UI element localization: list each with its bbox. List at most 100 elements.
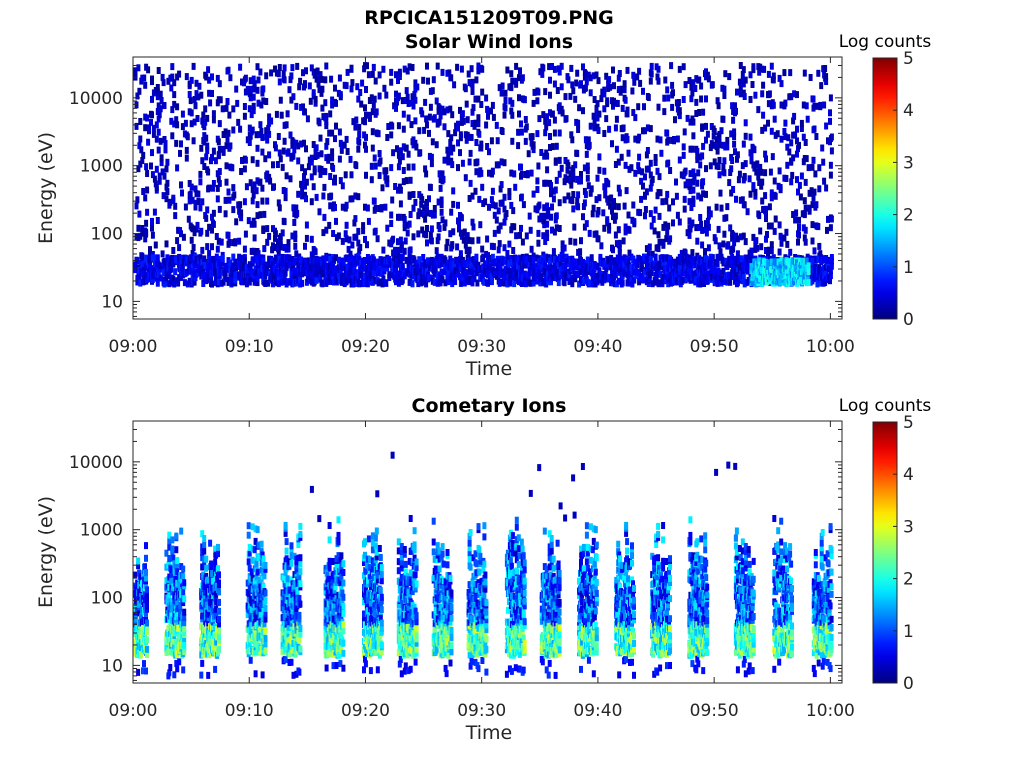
heatmap-cell bbox=[150, 224, 154, 232]
heatmap-cell bbox=[695, 179, 700, 187]
heatmap-cell bbox=[650, 175, 655, 183]
heatmap-cell bbox=[637, 278, 642, 286]
heatmap-cell bbox=[162, 136, 167, 143]
heatmap-cell bbox=[453, 129, 458, 137]
heatmap-cell bbox=[261, 85, 266, 93]
heatmap-cell bbox=[200, 157, 205, 165]
heatmap-cell bbox=[476, 114, 481, 122]
heatmap-cell bbox=[138, 118, 143, 125]
heatmap-cell bbox=[410, 64, 415, 71]
heatmap-cell bbox=[454, 256, 459, 264]
heatmap-cell bbox=[502, 218, 507, 226]
heatmap-cell bbox=[566, 192, 571, 200]
heatmap-cell bbox=[226, 129, 231, 137]
heatmap-cell bbox=[157, 172, 162, 180]
heatmap-cell bbox=[694, 98, 699, 106]
heatmap-cell bbox=[715, 97, 720, 105]
heatmap-cell bbox=[571, 205, 576, 213]
heatmap-cell bbox=[591, 204, 596, 212]
heatmap-cell bbox=[682, 195, 687, 203]
heatmap-cell bbox=[136, 562, 141, 570]
heatmap-cell bbox=[344, 82, 349, 90]
heatmap-cell bbox=[169, 566, 174, 574]
heatmap-cell bbox=[357, 123, 362, 131]
heatmap-cell bbox=[550, 63, 554, 70]
heatmap-cell bbox=[179, 230, 183, 238]
heatmap-cell bbox=[581, 107, 585, 115]
heatmap-cell bbox=[722, 92, 727, 99]
heatmap-cell bbox=[539, 149, 544, 156]
heatmap-cell bbox=[590, 210, 595, 218]
heatmap-cell bbox=[315, 257, 320, 264]
heatmap-cell bbox=[804, 155, 809, 163]
heatmap-cell bbox=[816, 223, 821, 231]
heatmap-cell bbox=[141, 151, 146, 159]
heatmap-cell bbox=[145, 186, 150, 194]
heatmap-cell bbox=[471, 223, 476, 231]
heatmap-cell bbox=[756, 106, 761, 114]
heatmap-cell bbox=[148, 256, 152, 264]
heatmap-cell bbox=[464, 270, 469, 278]
heatmap-cell bbox=[490, 101, 495, 109]
heatmap-cell bbox=[760, 126, 765, 134]
heatmap-cell bbox=[732, 128, 737, 136]
heatmap-cell bbox=[647, 274, 652, 282]
heatmap-cell bbox=[486, 107, 490, 115]
heatmap-cell bbox=[330, 101, 335, 109]
heatmap-cell bbox=[489, 107, 493, 115]
heatmap-cell bbox=[170, 73, 175, 81]
heatmap-cell bbox=[777, 221, 782, 229]
heatmap-cell bbox=[779, 239, 784, 247]
heatmap-cell bbox=[589, 254, 594, 262]
heatmap-cell bbox=[329, 75, 334, 83]
heatmap-cell bbox=[158, 262, 163, 270]
heatmap-cell bbox=[189, 183, 194, 191]
heatmap-cell bbox=[431, 76, 436, 84]
heatmap-cell bbox=[584, 263, 589, 271]
heatmap-cell bbox=[330, 129, 335, 137]
heatmap-cell bbox=[172, 79, 177, 87]
heatmap-cell bbox=[718, 189, 723, 197]
heatmap-cell bbox=[738, 85, 743, 93]
heatmap-cell bbox=[169, 117, 174, 125]
heatmap-cell bbox=[291, 152, 296, 160]
heatmap-cell bbox=[594, 230, 599, 238]
heatmap-cell bbox=[565, 166, 570, 174]
heatmap-cell bbox=[215, 195, 220, 203]
heatmap-cell bbox=[801, 101, 806, 109]
heatmap-cell bbox=[799, 125, 804, 132]
heatmap-cell bbox=[304, 67, 308, 75]
heatmap-cell bbox=[216, 237, 221, 245]
heatmap-cell bbox=[573, 95, 578, 103]
heatmap-cell bbox=[677, 112, 682, 120]
heatmap-cell bbox=[231, 184, 236, 192]
heatmap-cell bbox=[350, 195, 355, 203]
heatmap-cell bbox=[821, 158, 826, 166]
heatmap-cell bbox=[824, 184, 829, 192]
heatmap-cell bbox=[568, 177, 573, 185]
heatmap-cell bbox=[164, 549, 169, 557]
heatmap-cell bbox=[136, 64, 141, 72]
heatmap-cell bbox=[704, 136, 708, 144]
heatmap-cell bbox=[246, 217, 251, 225]
heatmap-cell bbox=[299, 140, 304, 148]
heatmap-cell bbox=[168, 198, 173, 206]
heatmap-cell bbox=[252, 234, 257, 242]
heatmap-cell bbox=[637, 153, 642, 161]
heatmap-cell bbox=[700, 241, 705, 249]
heatmap-cell bbox=[550, 110, 555, 118]
heatmap-cell bbox=[777, 167, 782, 175]
heatmap-cell bbox=[299, 256, 304, 264]
heatmap-cell bbox=[305, 115, 310, 123]
heatmap-cell bbox=[139, 146, 144, 154]
heatmap-cell bbox=[696, 192, 701, 200]
heatmap-cell bbox=[633, 169, 638, 177]
heatmap-cell bbox=[500, 199, 505, 207]
heatmap-cell bbox=[306, 276, 311, 284]
heatmap-cell bbox=[708, 144, 713, 152]
heatmap-cell bbox=[219, 238, 224, 246]
heatmap-cell bbox=[206, 266, 211, 274]
heatmap-cell bbox=[682, 205, 687, 213]
heatmap-cell bbox=[396, 163, 401, 171]
heatmap-cell bbox=[500, 128, 505, 135]
